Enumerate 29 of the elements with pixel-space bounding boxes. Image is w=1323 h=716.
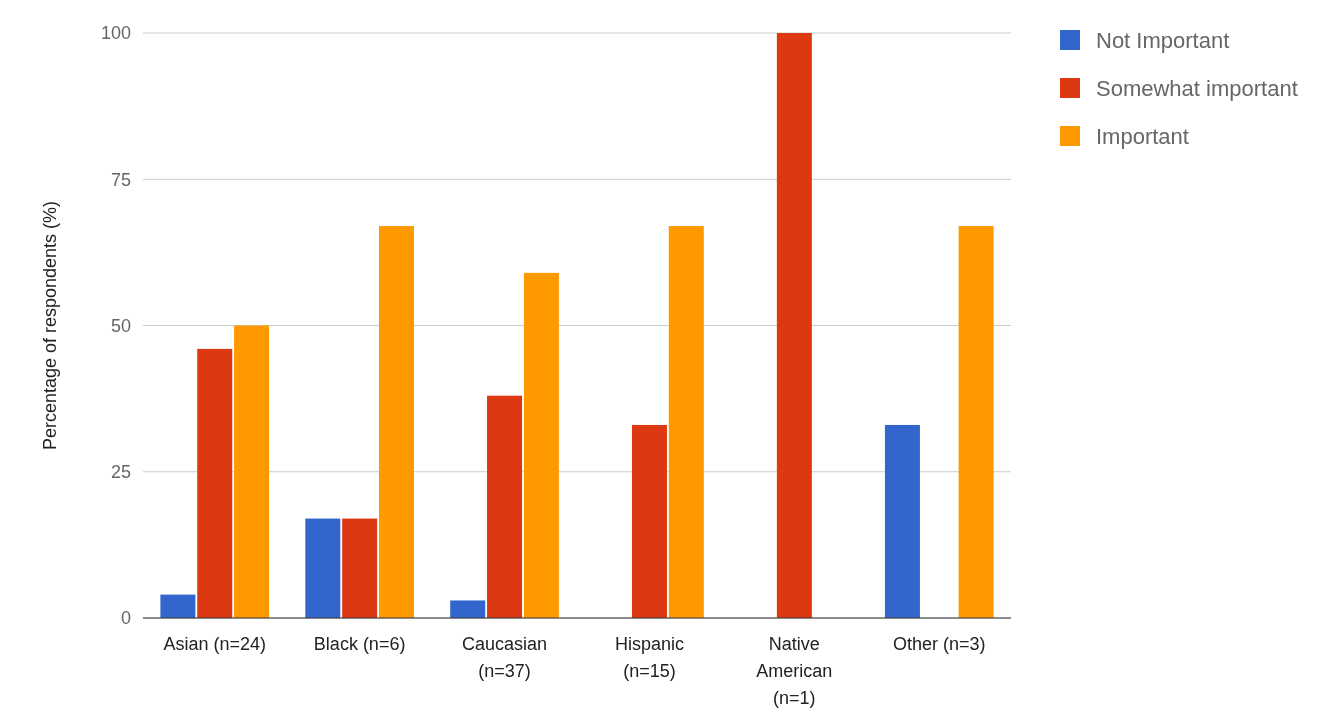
legend-label: Somewhat important	[1096, 75, 1298, 101]
bar	[378, 226, 414, 618]
bar	[776, 33, 812, 618]
bar	[234, 325, 270, 618]
bar	[631, 424, 667, 618]
x-tick-label: Asian (n=24)	[163, 634, 267, 654]
bar	[668, 226, 704, 618]
y-tick-label: 100	[100, 23, 131, 44]
y-tick-label: 25	[110, 462, 131, 483]
y-axis-title: Percentage of respondents (%)	[40, 200, 60, 451]
bar	[197, 348, 233, 618]
x-tick-label: Black (n=6)	[313, 634, 406, 654]
x-tick-label: Other (n=3)	[893, 634, 986, 654]
y-tick-label: 0	[120, 608, 131, 629]
bar	[487, 395, 523, 618]
bar	[958, 226, 994, 618]
x-tick-label: Caucasian (n=37)	[462, 634, 548, 681]
legend-label: Not Important	[1096, 27, 1230, 53]
y-tick-label: 50	[110, 315, 131, 336]
bar	[342, 518, 378, 618]
y-tick-label: 75	[110, 169, 131, 190]
x-tick-label: Native American (n=1)	[756, 634, 833, 708]
bar	[450, 600, 486, 618]
bar	[160, 594, 196, 618]
legend-label: Important	[1096, 123, 1189, 149]
bar	[884, 424, 920, 618]
bar	[523, 272, 559, 618]
x-tick-label: Hispanic (n=15)	[614, 634, 684, 681]
bar	[305, 518, 341, 618]
